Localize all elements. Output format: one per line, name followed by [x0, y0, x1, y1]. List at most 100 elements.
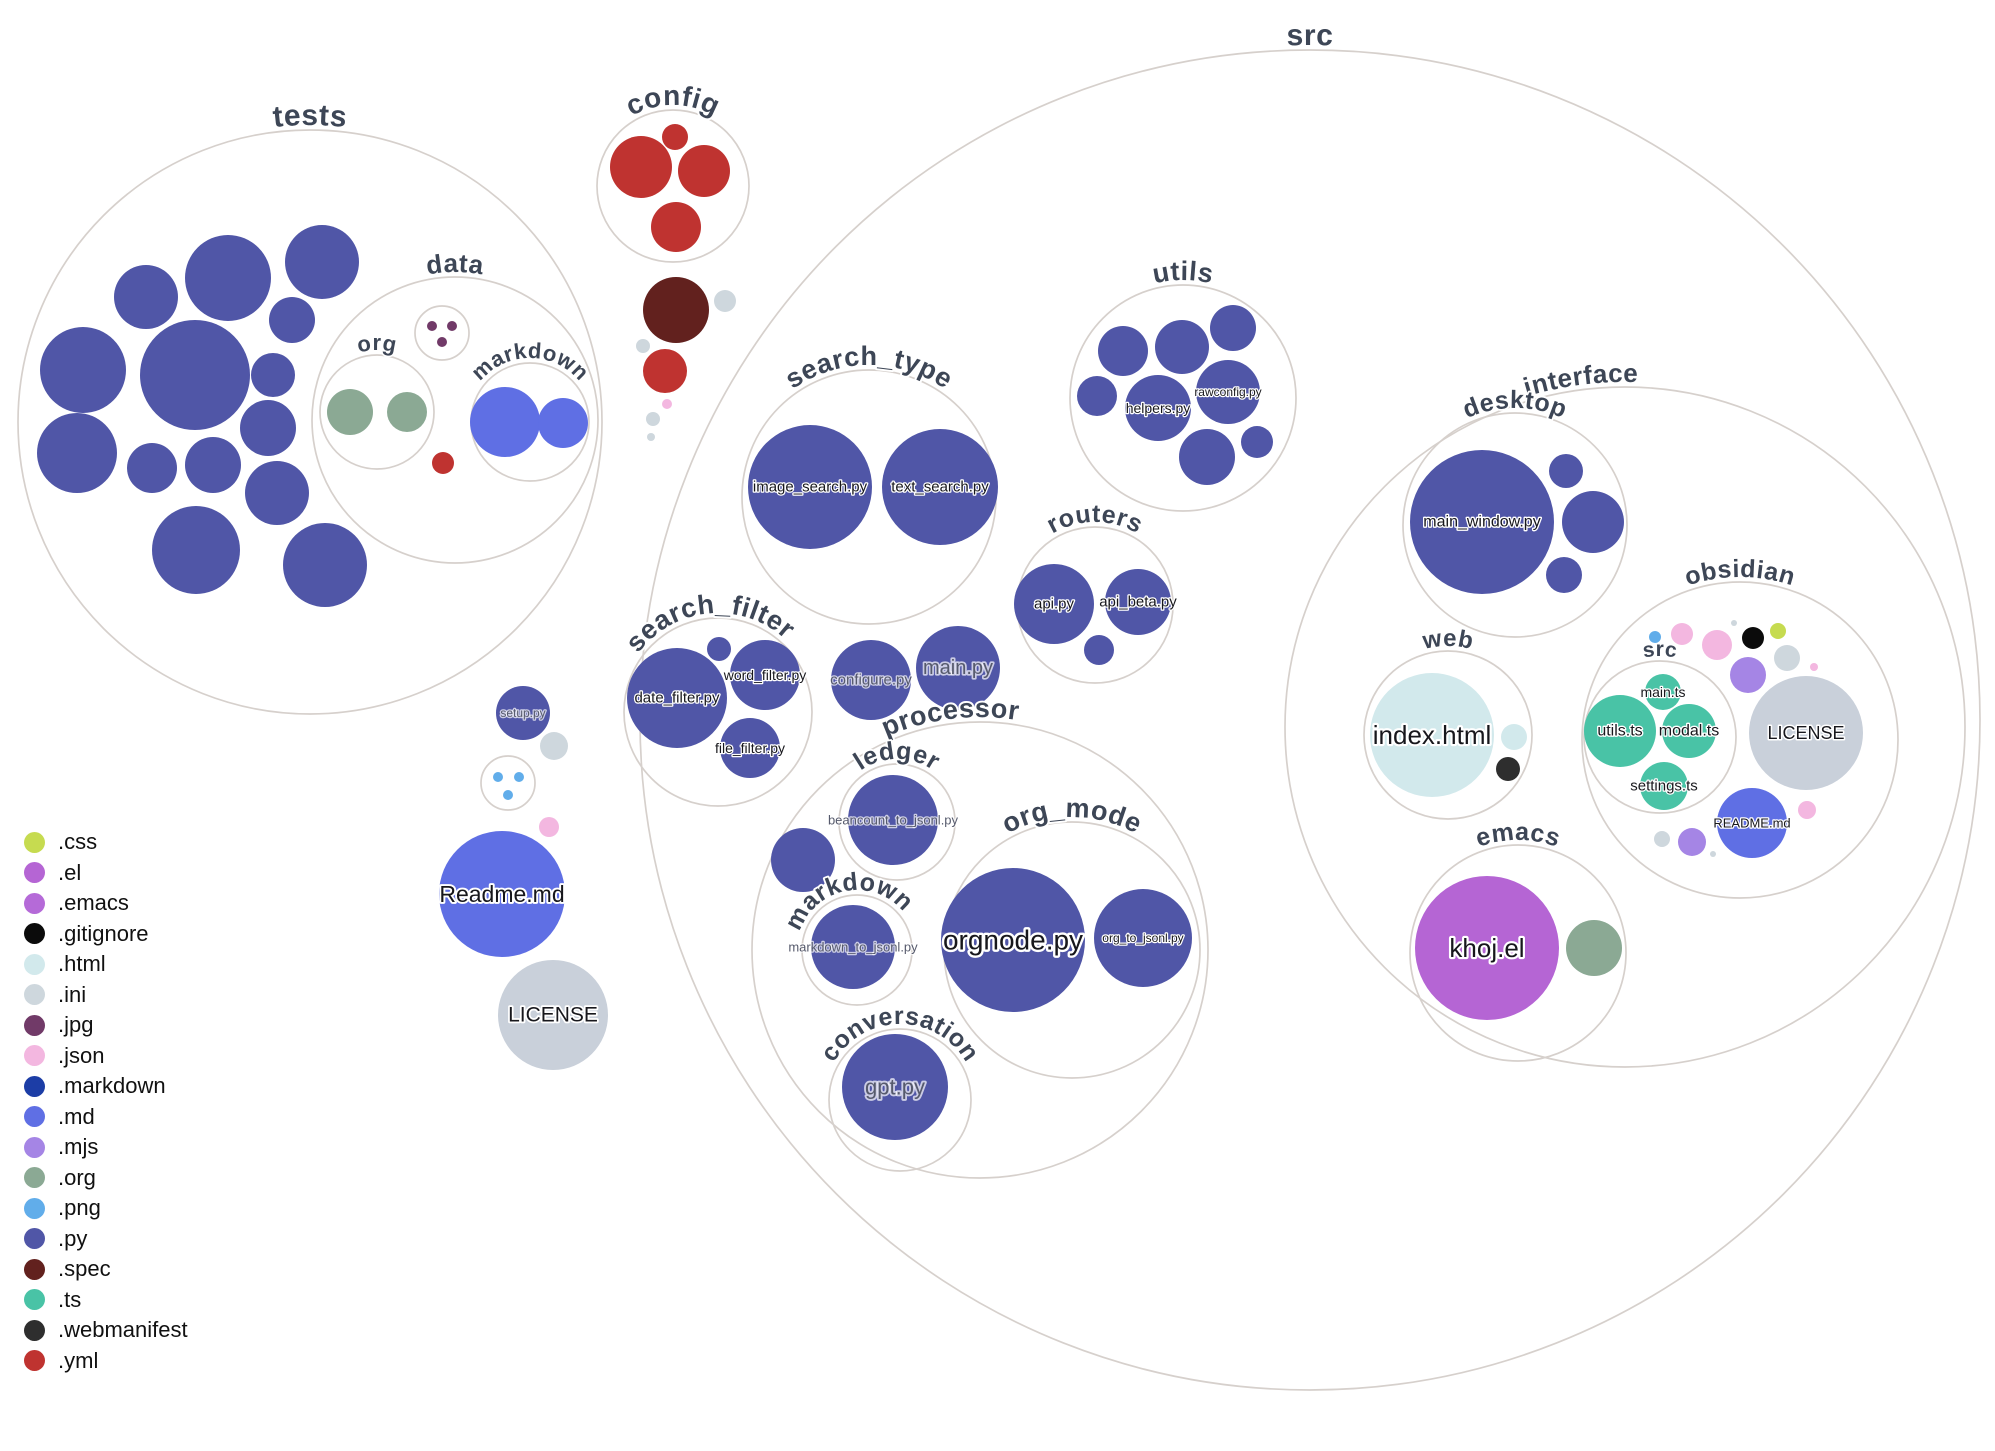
- file-circle-org-14[interactable]: [327, 389, 373, 435]
- file-circle-yml-25[interactable]: [651, 202, 701, 252]
- file-circle-main.ts[interactable]: [1645, 674, 1681, 710]
- file-circle-yml-21[interactable]: [432, 452, 454, 474]
- directory-circle-search_filter[interactable]: [623, 617, 813, 807]
- file-circle-py-9[interactable]: [127, 443, 177, 493]
- file-circle-mjs-91[interactable]: [1678, 828, 1706, 856]
- file-circle-main_window.py[interactable]: [1410, 450, 1554, 594]
- file-circle-modal.ts[interactable]: [1662, 704, 1716, 758]
- file-circle-png-35[interactable]: [493, 772, 503, 782]
- file-circle-py-49[interactable]: [1098, 326, 1148, 376]
- file-circle-configure.py[interactable]: [831, 640, 911, 720]
- directory-circle-emacs[interactable]: [1409, 844, 1627, 1062]
- directory-circle-config[interactable]: [596, 109, 750, 263]
- file-circle-jpg-18[interactable]: [437, 337, 447, 347]
- file-circle-py-55[interactable]: [1179, 429, 1235, 485]
- file-circle-word_filter.py[interactable]: [730, 640, 800, 710]
- file-circle-py-8[interactable]: [37, 413, 117, 493]
- file-circle-jpg-16[interactable]: [427, 321, 437, 331]
- file-circle-py-67[interactable]: [1549, 454, 1583, 488]
- file-circle-py-2[interactable]: [285, 225, 359, 299]
- directory-circle-tests[interactable]: [17, 129, 603, 715]
- directory-circle-web[interactable]: [1363, 650, 1533, 820]
- file-circle-json-83[interactable]: [1810, 663, 1818, 671]
- file-circle-api_beta.py[interactable]: [1105, 569, 1171, 635]
- file-circle-ini-78[interactable]: [1731, 620, 1737, 626]
- directory-circle-data[interactable]: [311, 276, 599, 564]
- file-circle-html-71[interactable]: [1501, 724, 1527, 750]
- file-circle-py-3[interactable]: [269, 297, 315, 343]
- file-circle-LICENSE[interactable]: [1749, 676, 1863, 790]
- file-circle-spec-26[interactable]: [643, 277, 709, 343]
- file-circle-ini-82[interactable]: [1774, 645, 1800, 671]
- file-circle-org_to_jsonl.py[interactable]: [1094, 889, 1192, 987]
- file-circle-helpers.py[interactable]: [1125, 375, 1191, 441]
- file-circle-Readme.md[interactable]: [439, 831, 565, 957]
- directory-circle-processor[interactable]: [751, 721, 1209, 1179]
- file-circle-README.md[interactable]: [1717, 788, 1787, 858]
- file-circle-png-75[interactable]: [1649, 631, 1661, 643]
- file-circle-webmanifest-72[interactable]: [1496, 757, 1520, 781]
- file-circle-ini-92[interactable]: [1710, 851, 1716, 857]
- file-circle-ini-27[interactable]: [714, 290, 736, 312]
- file-circle-gpt.py[interactable]: [842, 1034, 948, 1140]
- file-circle-py-10[interactable]: [185, 437, 241, 493]
- file-circle-ini-31[interactable]: [646, 412, 660, 426]
- file-circle-py-12[interactable]: [152, 506, 240, 594]
- directory-circle-data-org[interactable]: [319, 354, 435, 470]
- file-circle-index.html[interactable]: [1370, 673, 1494, 797]
- file-circle-json-38[interactable]: [539, 817, 559, 837]
- file-circle-css-80[interactable]: [1770, 623, 1786, 639]
- file-circle-api.py[interactable]: [1014, 564, 1094, 644]
- file-circle-markdown_to_jsonl.py[interactable]: [811, 905, 895, 989]
- file-circle-py-52[interactable]: [1077, 376, 1117, 416]
- file-circle-LICENSE[interactable]: [498, 960, 608, 1070]
- file-circle-py-56[interactable]: [1241, 426, 1273, 458]
- file-circle-json-77[interactable]: [1702, 630, 1732, 660]
- file-circle-md-19[interactable]: [470, 387, 540, 457]
- file-circle-py-68[interactable]: [1562, 491, 1624, 553]
- directory-circle-root-png-folder[interactable]: [480, 755, 536, 811]
- file-circle-py-48[interactable]: [707, 637, 731, 661]
- file-circle-settings.ts[interactable]: [1640, 762, 1688, 810]
- file-circle-json-93[interactable]: [1798, 801, 1816, 819]
- file-circle-yml-29[interactable]: [643, 349, 687, 393]
- file-circle-json-76[interactable]: [1671, 623, 1693, 645]
- file-circle-json-30[interactable]: [662, 399, 672, 409]
- file-circle-py-13[interactable]: [283, 523, 367, 607]
- file-circle-py-51[interactable]: [1210, 305, 1256, 351]
- file-circle-ini-28[interactable]: [636, 339, 650, 353]
- file-circle-py-7[interactable]: [240, 400, 296, 456]
- file-circle-date_filter.py[interactable]: [627, 648, 727, 748]
- file-circle-ini-34[interactable]: [540, 732, 568, 760]
- directory-circle-obsidian[interactable]: [1581, 581, 1899, 899]
- directory-circle-interface[interactable]: [1284, 386, 1966, 1068]
- file-circle-py-1[interactable]: [114, 265, 178, 329]
- file-circle-py-0[interactable]: [185, 235, 271, 321]
- file-circle-py-50[interactable]: [1155, 320, 1209, 374]
- file-circle-rawconfig.py[interactable]: [1196, 360, 1260, 424]
- directory-circle-processor-markdown[interactable]: [801, 894, 913, 1006]
- file-circle-gitignore-79[interactable]: [1742, 627, 1764, 649]
- file-circle-py-59[interactable]: [1084, 635, 1114, 665]
- file-circle-py-4[interactable]: [40, 327, 126, 413]
- file-circle-py-60[interactable]: [771, 828, 835, 892]
- file-circle-text_search.py[interactable]: [882, 429, 998, 545]
- file-circle-khoj.el[interactable]: [1415, 876, 1559, 1020]
- file-circle-yml-24[interactable]: [678, 145, 730, 197]
- file-circle-org-74[interactable]: [1566, 920, 1622, 976]
- file-circle-mjs-81[interactable]: [1730, 657, 1766, 693]
- file-circle-org-15[interactable]: [387, 392, 427, 432]
- file-circle-setup.py[interactable]: [496, 686, 550, 740]
- file-circle-py-69[interactable]: [1546, 557, 1582, 593]
- file-circle-png-36[interactable]: [514, 772, 524, 782]
- directory-circle-utils[interactable]: [1069, 284, 1297, 512]
- file-circle-ini-32[interactable]: [647, 433, 655, 441]
- file-circle-yml-22[interactable]: [610, 136, 672, 198]
- directory-circle-obsidian-src[interactable]: [1583, 660, 1737, 814]
- file-circle-main.py[interactable]: [916, 626, 1000, 710]
- file-circle-py-6[interactable]: [251, 353, 295, 397]
- file-circle-jpg-17[interactable]: [447, 321, 457, 331]
- file-circle-yml-23[interactable]: [662, 124, 688, 150]
- directory-circle-ledger[interactable]: [838, 763, 956, 881]
- file-circle-image_search.py[interactable]: [748, 425, 872, 549]
